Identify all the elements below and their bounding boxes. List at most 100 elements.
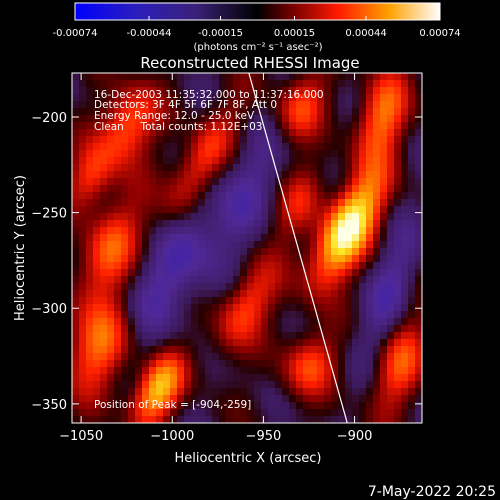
chart-title: Reconstructed RHESSI Image (140, 54, 359, 72)
heatmap-cell (366, 339, 374, 347)
heatmap-cell (191, 164, 199, 172)
heatmap-cell (401, 360, 409, 368)
heatmap-cell (107, 206, 115, 214)
heatmap-cell (394, 346, 402, 354)
heatmap-cell (415, 269, 422, 277)
heatmap-cell (149, 402, 157, 410)
heatmap-cell (142, 381, 150, 389)
heatmap-cell (338, 234, 346, 242)
heatmap-cell (366, 283, 374, 291)
heatmap-cell (373, 283, 381, 291)
heatmap-cell (247, 360, 255, 368)
heatmap-cell (156, 367, 164, 375)
heatmap-cell (373, 311, 381, 319)
heatmap-cell (121, 339, 129, 347)
heatmap-cell (366, 409, 374, 417)
heatmap-cell (121, 87, 129, 95)
heatmap-cell (415, 374, 422, 382)
heatmap-cell (198, 318, 206, 326)
heatmap-cell (128, 346, 136, 354)
heatmap-cell (107, 290, 115, 298)
heatmap-cell (226, 143, 234, 151)
heatmap-cell (345, 115, 353, 123)
heatmap-cell (296, 283, 304, 291)
heatmap-cell (177, 339, 185, 347)
heatmap-cell (156, 143, 164, 151)
heatmap-cell (338, 395, 346, 403)
heatmap-cell (240, 108, 248, 116)
heatmap-cell (394, 367, 402, 375)
heatmap-cell (72, 150, 80, 158)
heatmap-cell (317, 94, 325, 102)
heatmap-cell (394, 311, 402, 319)
heatmap-cell (317, 395, 325, 403)
heatmap-cell (415, 227, 422, 235)
heatmap-cell (268, 213, 276, 221)
heatmap-cell (233, 388, 241, 396)
heatmap-cell (205, 276, 213, 284)
heatmap-cell (387, 290, 395, 298)
heatmap-cell (107, 304, 115, 312)
heatmap-cell (72, 318, 80, 326)
heatmap-cell (86, 171, 94, 179)
heatmap-cell (205, 395, 213, 403)
heatmap-cell (219, 374, 227, 382)
heatmap-cell (72, 220, 80, 228)
heatmap-cell (415, 304, 422, 312)
heatmap-cell (282, 388, 290, 396)
heatmap-cell (310, 374, 318, 382)
plot-frame (71, 72, 423, 424)
heatmap-cell (296, 290, 304, 298)
heatmap-cell (345, 304, 353, 312)
heatmap-cell (282, 178, 290, 186)
heatmap-cell (247, 290, 255, 298)
heatmap-cell (373, 262, 381, 270)
heatmap-cell (128, 199, 136, 207)
heatmap-cell (268, 178, 276, 186)
heatmap-cell (289, 80, 297, 88)
heatmap-cell (282, 395, 290, 403)
heatmap-cell (149, 374, 157, 382)
heatmap-cell (380, 318, 388, 326)
heatmap-cell (233, 318, 241, 326)
heatmap-cell (282, 73, 290, 81)
heatmap-cell (310, 115, 318, 123)
heatmap-cell (380, 388, 388, 396)
heatmap-cell (163, 108, 171, 116)
heatmap-cell (212, 283, 220, 291)
heatmap-cell (93, 206, 101, 214)
heatmap-cell (114, 269, 122, 277)
heatmap-cell (212, 220, 220, 228)
heatmap-cell (247, 311, 255, 319)
heatmap-cell (408, 157, 416, 165)
heatmap-cell (86, 227, 94, 235)
heatmap-cell (233, 402, 241, 410)
heatmap-cell (282, 220, 290, 228)
heatmap-cell (268, 108, 276, 116)
heatmap-cell (310, 94, 318, 102)
heatmap-cell (93, 325, 101, 333)
heatmap-cell (121, 395, 129, 403)
heatmap-cell (170, 185, 178, 193)
heatmap-cell (121, 388, 129, 396)
heatmap-cell (268, 339, 276, 347)
heatmap-cell (191, 339, 199, 347)
heatmap-cell (79, 311, 87, 319)
heatmap-cell (163, 234, 171, 242)
heatmap-cell (366, 367, 374, 375)
heatmap-cell (380, 367, 388, 375)
heatmap-cell (142, 311, 150, 319)
heatmap-cell (184, 185, 192, 193)
heatmap-cell (268, 157, 276, 165)
heatmap-cell (338, 101, 346, 109)
heatmap-cell (331, 241, 339, 249)
heatmap-cell (268, 129, 276, 137)
heatmap-cell (198, 234, 206, 242)
heatmap-cell (205, 227, 213, 235)
heatmap-cell (121, 297, 129, 305)
heatmap-cell (72, 122, 80, 130)
heatmap-cell (240, 185, 248, 193)
heatmap-cell (198, 388, 206, 396)
heatmap-cell (114, 395, 122, 403)
heatmap-cell (408, 164, 416, 172)
